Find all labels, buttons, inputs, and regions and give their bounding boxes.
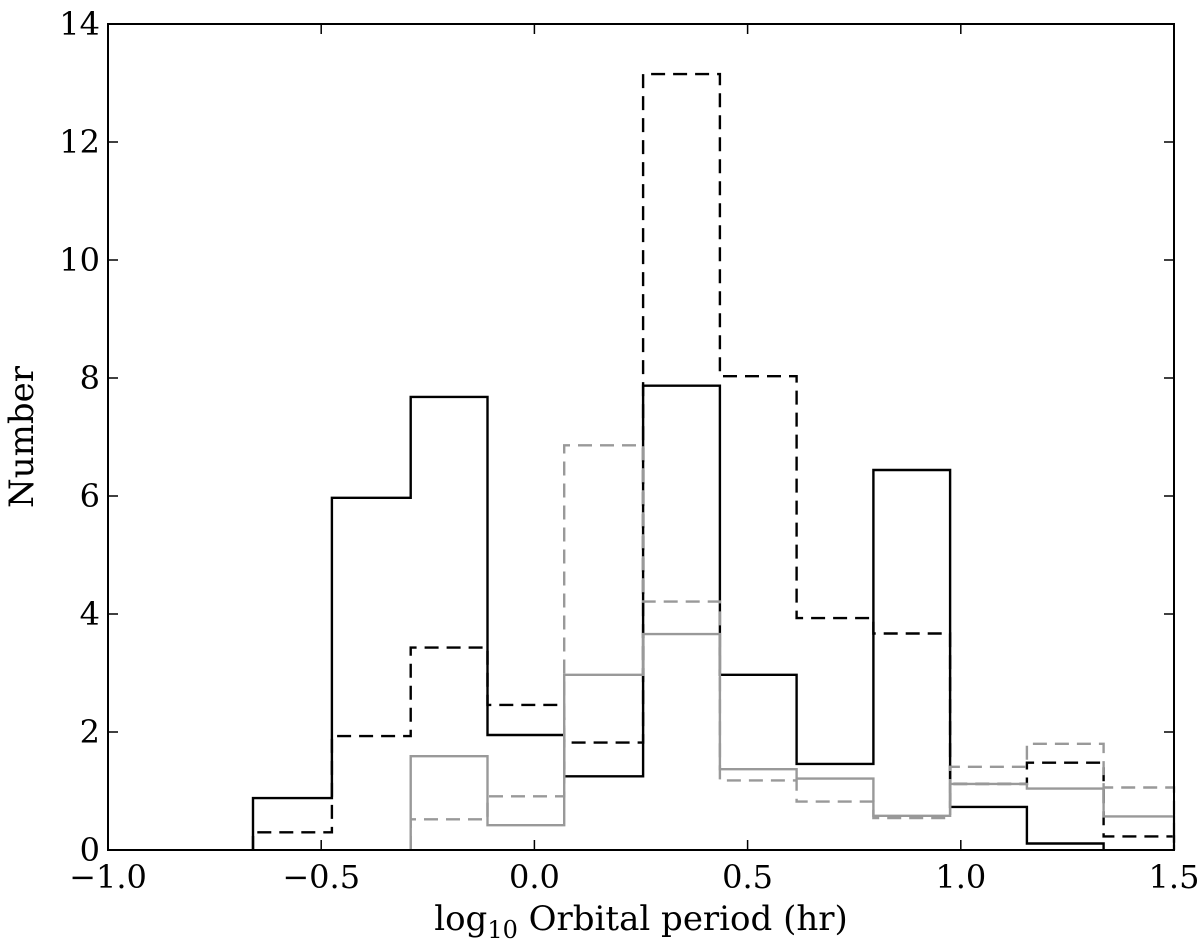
x-tick-label: −0.5 — [282, 858, 360, 896]
y-tick-label: 0 — [80, 831, 100, 869]
histogram-series-3 — [409, 632, 1176, 850]
histogram-series-4 — [409, 444, 1176, 850]
histogram-series-2 — [251, 72, 1176, 850]
y-tick-label: 12 — [59, 123, 100, 161]
y-axis-label: Number — [2, 365, 42, 508]
y-tick-label: 14 — [59, 5, 100, 43]
y-tick-label: 2 — [80, 713, 100, 751]
x-tick-label: 0.5 — [722, 858, 773, 896]
x-axis-label-suffix: Orbital period (hr) — [518, 899, 848, 939]
y-tick-label: 4 — [80, 595, 100, 633]
x-tick-label: −1.0 — [69, 858, 147, 896]
x-axis-label-subscript: 10 — [487, 916, 518, 944]
x-axis-label-prefix: log — [434, 899, 487, 939]
plot-frame — [107, 23, 1175, 851]
y-tick-label: 6 — [80, 477, 100, 515]
x-tick-label: 1.5 — [1149, 858, 1200, 896]
x-tick-label: 0.0 — [509, 858, 560, 896]
y-tick-label: 10 — [59, 241, 100, 279]
histogram-series-1 — [251, 384, 1105, 850]
y-tick-label: 8 — [80, 359, 100, 397]
x-tick-label: 1.0 — [935, 858, 986, 896]
tick-layer: −1.0 −0.5 0.0 0.5 1.0 1.5 0 2 4 6 8 10 12 14 — [59, 5, 1199, 896]
series-layer — [251, 72, 1176, 850]
x-axis-label: log10 Orbital period (hr) — [434, 899, 848, 944]
